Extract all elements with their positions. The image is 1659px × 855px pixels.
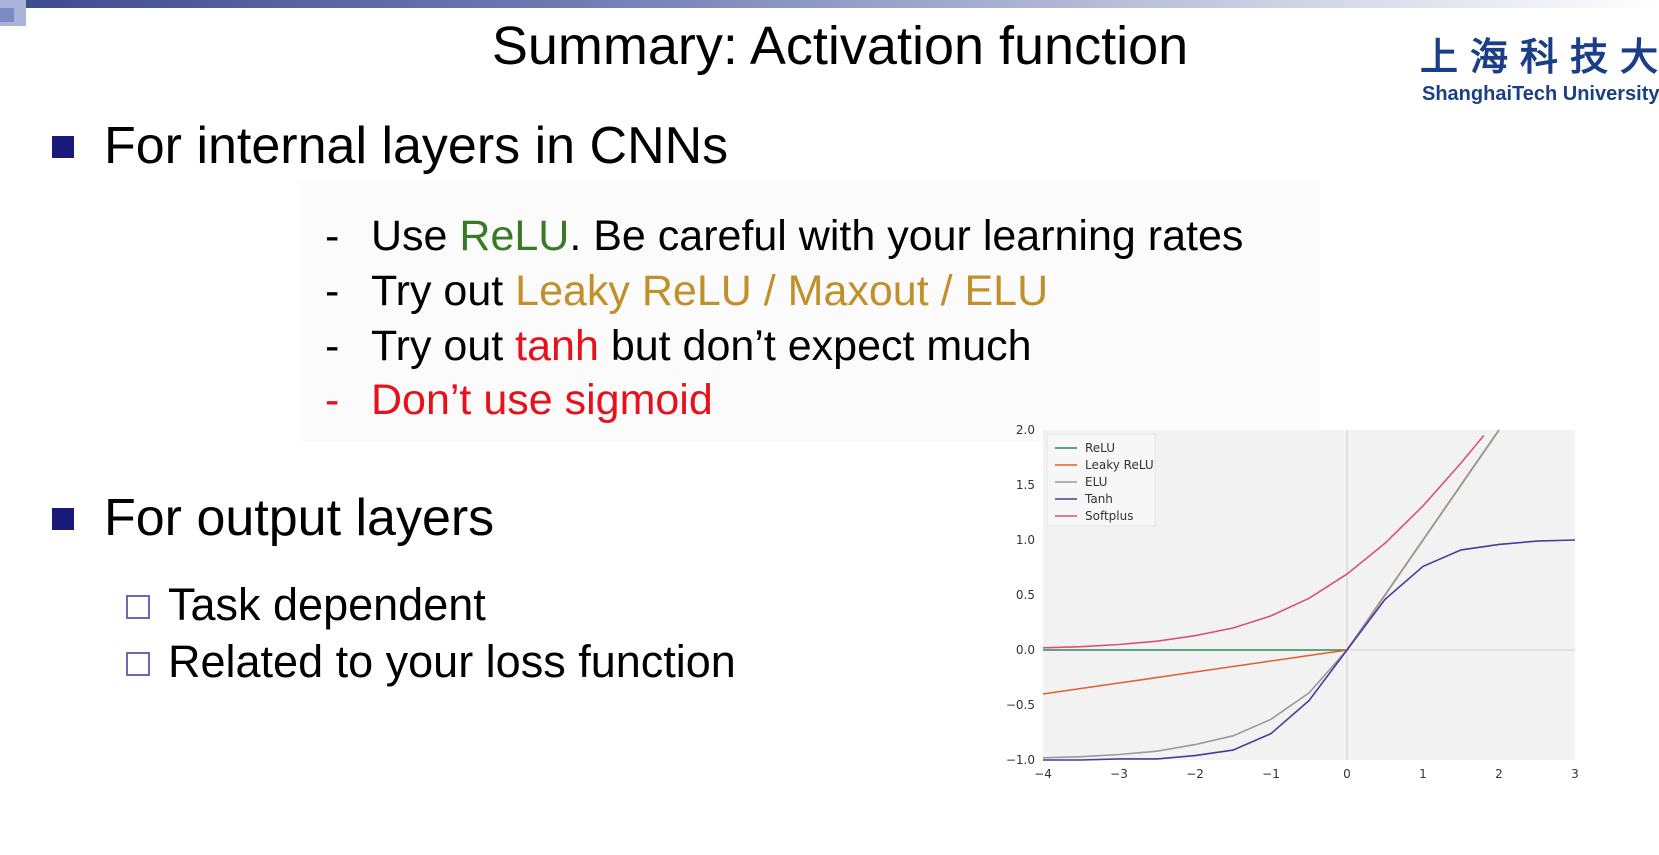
- top-accent-bar: [0, 0, 1659, 8]
- list-item-leaky: - Try out Leaky ReLU / Maxout / ELU: [325, 265, 1048, 317]
- list-item-highlight: Leaky ReLU / Maxout / ELU: [515, 267, 1049, 315]
- x-tick-label: 2: [1495, 767, 1503, 781]
- series-line-elu: [1042, 429, 1500, 759]
- legend-label: Tanh: [1084, 492, 1113, 506]
- bullet-square-icon: [52, 136, 74, 158]
- x-tick-label: 1: [1419, 767, 1427, 781]
- legend-label: ReLU: [1085, 441, 1115, 455]
- slide-title: Summary: Activation function: [491, 16, 1189, 76]
- x-tick-label: −2: [1186, 767, 1204, 781]
- list-item-highlight: tanh: [515, 322, 599, 370]
- x-tick-label: 0: [1343, 767, 1351, 781]
- y-tick-label: 0.0: [1016, 643, 1035, 657]
- list-item-post: but don’t expect much: [598, 322, 1032, 370]
- y-tick-label: 1.5: [1016, 478, 1035, 492]
- x-tick-label: 3: [1571, 767, 1579, 781]
- list-item-sigmoid: - Don’t use sigmoid: [325, 374, 713, 426]
- y-tick-label: 0.5: [1016, 588, 1035, 602]
- list-item-highlight: Don’t use sigmoid: [371, 376, 713, 424]
- list-item-pre: Use: [371, 212, 460, 260]
- list-item-post: . Be careful with your learning rates: [569, 212, 1244, 260]
- x-tick-label: −4: [1034, 767, 1052, 781]
- section-internal-heading: For internal layers in CNNs: [104, 117, 729, 175]
- x-tick-label: −3: [1110, 767, 1128, 781]
- legend-label: Leaky ReLU: [1085, 458, 1154, 472]
- legend-box: [1046, 433, 1156, 527]
- x-tick-label: −1: [1262, 767, 1280, 781]
- checkbox-bullet-icon: [126, 595, 150, 619]
- checkbox-bullet-icon: [126, 652, 150, 676]
- list-item-tanh: - Try out tanh but don’t expect much: [325, 320, 1032, 372]
- activation-functions-chart: −4 −3 −2 −1 0 1 2 3 2.0 1.5 1.0 0.5 0.0 −0.5 −1.0 ReLU…: [1006, 423, 1579, 781]
- series-line-tanh: [1043, 539, 1576, 761]
- sub-item-task-dependent: Task dependent: [168, 579, 486, 630]
- logo-chinese-text: 上海科技大学: [1420, 34, 1659, 79]
- logo-english-text: ShanghaiTech University: [1422, 83, 1659, 105]
- list-item-relu: - Use ReLU. Be careful with your learning…: [325, 210, 1243, 262]
- y-tick-label: 2.0: [1016, 423, 1035, 437]
- legend-label: ELU: [1085, 475, 1107, 489]
- sub-item-loss-function: Related to your loss function: [168, 636, 736, 687]
- series-line-softplus: [1042, 434, 1485, 649]
- list-dash: -: [325, 212, 340, 260]
- y-tick-label: −0.5: [1006, 698, 1035, 712]
- bullet-square-icon: [52, 508, 74, 530]
- recommendations-box: [300, 180, 1320, 442]
- section-output-heading: For output layers: [104, 489, 495, 547]
- list-item-pre: Try out: [371, 267, 516, 315]
- legend-label: Softplus: [1085, 509, 1134, 523]
- y-tick-label: 1.0: [1016, 533, 1035, 547]
- university-logo: 上海科技大学 ShanghaiTech University: [1420, 26, 1659, 116]
- list-item-highlight: ReLU: [459, 212, 570, 260]
- y-tick-label: −1.0: [1006, 753, 1035, 767]
- list-dash: -: [325, 267, 340, 315]
- list-dash: -: [325, 376, 340, 424]
- list-item-pre: Try out: [371, 322, 516, 370]
- list-dash: -: [325, 322, 340, 370]
- corner-decoration-inner: [0, 8, 14, 22]
